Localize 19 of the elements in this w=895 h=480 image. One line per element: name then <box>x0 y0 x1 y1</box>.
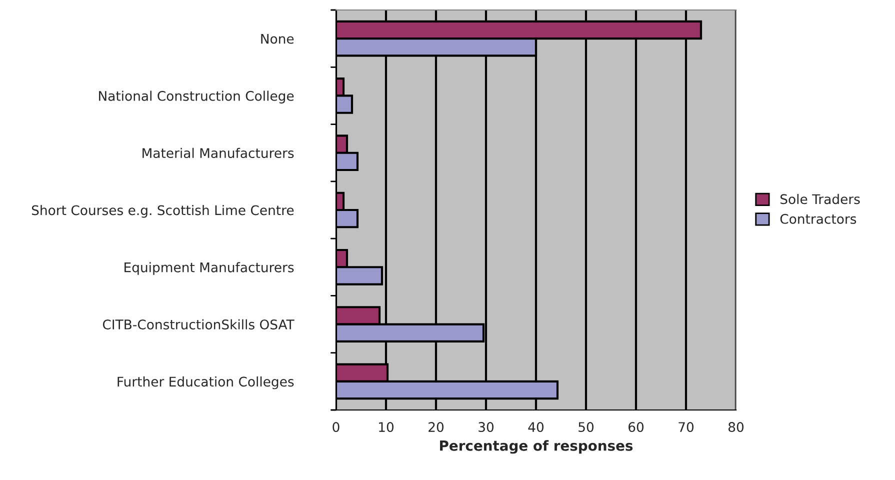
x-tick-label: 20 <box>428 422 444 432</box>
legend-label: Sole Traders <box>780 194 860 204</box>
y-tick-label: Equipment Manufacturers <box>124 262 294 275</box>
x-axis-title: Percentage of responses <box>440 440 633 454</box>
x-tick-label: 0 <box>332 422 340 432</box>
x-tick-label: 40 <box>528 422 544 432</box>
y-tick-label: CITB-ConstructionSkills OSAT <box>102 319 294 330</box>
x-tick-label: 70 <box>678 422 694 432</box>
legend-label: Contractors <box>780 214 856 224</box>
y-tick-label: Material Manufacturers <box>142 148 294 158</box>
y-tick-label: Short Courses e.g. Scottish Lime Centre <box>32 204 294 218</box>
y-tick-label: None <box>261 34 294 44</box>
y-tick-label: National Construction College <box>99 90 294 104</box>
x-tick-label: 60 <box>628 422 644 432</box>
x-tick-label: 30 <box>478 422 494 432</box>
x-tick-label: 50 <box>578 422 594 432</box>
x-tick-label: 10 <box>379 422 394 432</box>
x-tick-label: 80 <box>728 422 744 432</box>
y-tick-label: Further Education Colleges <box>118 376 294 390</box>
